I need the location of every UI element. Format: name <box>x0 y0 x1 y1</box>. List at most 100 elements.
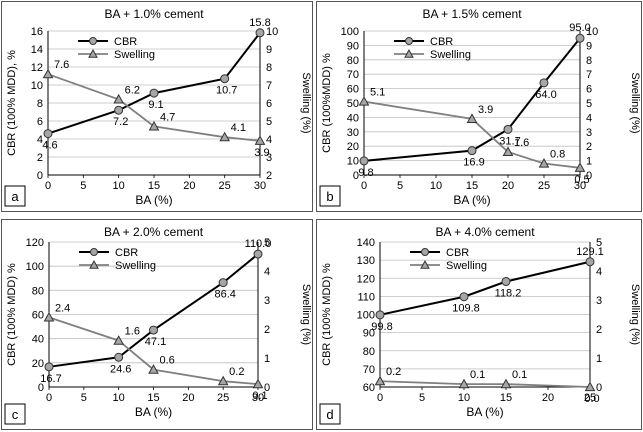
y-axis-label: CBR (100% MDD) % <box>6 263 18 366</box>
y-tick-label: 12 <box>31 62 43 74</box>
y-tick-label: 120 <box>357 273 375 285</box>
chart-title: BA + 2.0% cement <box>104 225 204 239</box>
y2-tick-label: 6 <box>586 84 592 96</box>
x-tick-label: 30 <box>254 180 266 192</box>
legend-label: Swelling <box>114 49 155 61</box>
x-tick-label: 10 <box>430 180 442 192</box>
panel-letter-box <box>4 403 26 425</box>
y2-tick-label: 4 <box>586 112 592 124</box>
swelling-point <box>252 378 264 389</box>
data-label: 24.6 <box>110 363 131 375</box>
data-label: 10.7 <box>216 85 237 97</box>
cbr-point <box>253 249 263 259</box>
legend-label: CBR <box>115 247 138 259</box>
y2-tick-label: 7 <box>586 69 592 81</box>
y-tick-label: 140 <box>357 237 375 249</box>
legend-label: CBR <box>430 36 453 48</box>
y2-tick-label: 9 <box>586 40 592 52</box>
swelling-point <box>358 96 370 106</box>
x-tick-label: 25 <box>538 180 550 192</box>
x-tick-label: 15 <box>148 180 160 192</box>
y-tick-label: 80 <box>32 285 44 297</box>
x-tick-label: 25 <box>217 392 229 404</box>
x-tick-label: 5 <box>419 392 425 404</box>
panel-letter-box <box>319 185 341 207</box>
y2-tick-label: 3 <box>264 295 270 307</box>
swelling-point <box>538 157 550 168</box>
y-tick-label: 100 <box>341 26 359 38</box>
data-label: 1.6 <box>514 137 529 149</box>
x-tick-label: 5 <box>81 392 87 404</box>
x-tick-label: 0 <box>45 180 51 192</box>
legend-label: CBR <box>114 36 137 48</box>
legend-marker-triangle <box>89 259 99 269</box>
data-label: 4.1 <box>231 122 246 134</box>
swelling-point <box>254 135 266 145</box>
data-label: 3.9 <box>478 104 493 116</box>
chart-title: BA + 1.5% cement <box>422 7 522 21</box>
cbr-point <box>114 352 124 362</box>
data-label: 99.8 <box>371 321 392 333</box>
y2-tick-label: 4 <box>596 266 602 278</box>
x-axis-label: BA (%) <box>466 405 503 419</box>
x-tick-label: 20 <box>182 392 194 404</box>
x-tick-label: 0 <box>361 180 367 192</box>
y-tick-label: 40 <box>32 334 44 346</box>
swelling-point <box>43 311 55 322</box>
data-label: 95.0 <box>569 22 590 34</box>
y2-tick-label: 1 <box>586 156 592 168</box>
x-tick-label: 0 <box>46 392 52 404</box>
data-label: 129.1 <box>576 246 604 258</box>
y2-tick-label: 5 <box>264 237 270 249</box>
x-tick-label: 5 <box>397 180 403 192</box>
y-tick-label: 130 <box>357 255 375 267</box>
y2-tick-label: 6 <box>266 98 272 110</box>
y-tick-label: 10 <box>347 156 359 168</box>
x-tick-label: 10 <box>113 180 125 192</box>
legend-label: CBR <box>446 247 469 259</box>
legend-label: Swelling <box>430 49 471 61</box>
y-axis-label: CBR (100% MDD) % <box>321 263 333 366</box>
data-label: 86.4 <box>214 289 235 301</box>
swelling-point <box>113 335 125 345</box>
y2-tick-label: 3 <box>596 295 602 307</box>
x-tick-label: 10 <box>458 392 470 404</box>
cbr-point <box>585 257 595 267</box>
y-tick-label: 110 <box>357 291 375 303</box>
x-axis-label: BA (%) <box>135 193 172 207</box>
data-label: 110.0 <box>245 238 272 250</box>
x-tick-label: 15 <box>147 392 159 404</box>
cbr-point <box>501 277 511 287</box>
data-label: 109.8 <box>452 303 480 315</box>
data-label: 1.6 <box>125 326 140 338</box>
y2-axis-label: Swelling (%) <box>629 284 641 345</box>
chart-panel-a: 0 2 4 6 8 10 12 14 16 2 3 4 5 6 7 8 9 10 0 5 10 15 20 25 30 BA + … <box>1 1 313 212</box>
y-tick-label: 60 <box>32 310 44 322</box>
data-label: 16.7 <box>40 373 61 385</box>
y-tick-label: 70 <box>347 69 359 81</box>
y-tick-label: 2 <box>37 152 43 164</box>
data-label: 4.6 <box>42 140 57 152</box>
data-label: 0.8 <box>550 148 565 160</box>
swelling-point <box>574 162 586 172</box>
y2-tick-label: 8 <box>266 62 272 74</box>
y-tick-label: 80 <box>363 346 375 358</box>
swelling-point <box>584 381 596 392</box>
data-label: 5.1 <box>370 87 385 99</box>
cbr-point <box>459 292 469 302</box>
y-tick-label: 40 <box>347 112 359 124</box>
panel-letter: a <box>11 189 19 204</box>
y2-tick-label: 0 <box>586 170 592 182</box>
y2-tick-label: 2 <box>596 324 602 336</box>
y2-tick-label: 3 <box>266 152 272 164</box>
y2-tick-label: 8 <box>586 55 592 67</box>
y-tick-label: 100 <box>357 310 375 322</box>
y-tick-label: 60 <box>347 84 359 96</box>
swelling-point <box>148 120 160 131</box>
panel-letter: b <box>326 189 333 204</box>
series-line-cbr <box>379 260 591 316</box>
y2-tick-label: 0 <box>596 382 602 394</box>
y2-tick-label: 1 <box>596 353 602 365</box>
y-tick-label: 90 <box>347 40 359 52</box>
